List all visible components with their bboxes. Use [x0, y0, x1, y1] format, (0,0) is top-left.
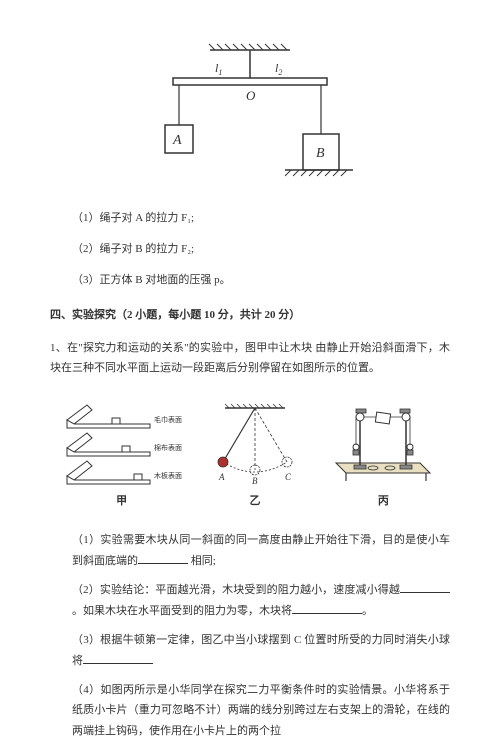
figure-row: 毛巾表面 棉布表面 木板表面 甲 [50, 395, 450, 512]
sub-question-4: （4）如图丙所示是小华同学在探究二力平衡条件时的实验情景。小华将系于纸质小卡片（… [50, 680, 450, 742]
svg-text:棉布表面: 棉布表面 [154, 443, 182, 452]
label-l1: l1 [215, 61, 222, 77]
blank-4 [83, 654, 153, 664]
blank-2 [400, 583, 450, 593]
section-4-title: 四、实验探究（2 小题，每小题 10 分，共计 20 分） [50, 305, 450, 326]
figure-jia-label: 甲 [116, 491, 127, 512]
label-O: O [246, 88, 256, 103]
figure-yi-label: 乙 [249, 491, 260, 512]
figure-yi: A B C 乙 [205, 400, 305, 512]
question-3: （3）正方体 B 对地面的压强 p。 [50, 270, 450, 291]
svg-text:C: C [285, 472, 292, 482]
sub-question-1: （1）实验需要木块从同一斜面的同一高度由静止开始往下滑，目的是使小车到斜面底端的… [50, 530, 450, 572]
svg-text:毛巾表面: 毛巾表面 [154, 415, 182, 424]
question-1: （1）绳子对 A 的拉力 F₁; [50, 208, 450, 229]
svg-text:A: A [218, 472, 225, 482]
problem-1-intro: 1、在"探究力和运动的关系"的实验中，图甲中让木块 由静止开始沿斜面滑下，木块在… [50, 338, 450, 380]
svg-text:木板表面: 木板表面 [154, 471, 182, 480]
label-l2: l2 [275, 61, 282, 77]
question-2: （2）绳子对 B 的拉力 F₂; [50, 239, 450, 260]
sub-question-2: （2）实验结论：平面越光滑，木块受到的阻力越小，速度减小得越。如果木块在水平面受… [50, 580, 450, 622]
figure-jia: 毛巾表面 棉布表面 木板表面 甲 [62, 400, 182, 512]
sub-question-3: （3）根据牛顿第一定律，图乙中当小球摆到 C 位置时所受的力同时消失小球将 [50, 630, 450, 672]
blank-3 [292, 604, 362, 614]
figure-bing: 丙 [328, 395, 438, 512]
figure-bing-label: 丙 [378, 491, 389, 512]
blank-1 [138, 554, 188, 564]
svg-text:B: B [252, 476, 258, 485]
figure-lever: l1 l2 O A B [50, 40, 450, 190]
label-A: A [172, 133, 182, 148]
label-B: B [316, 146, 325, 161]
figure-lever-svg: l1 l2 O A B [145, 40, 355, 190]
